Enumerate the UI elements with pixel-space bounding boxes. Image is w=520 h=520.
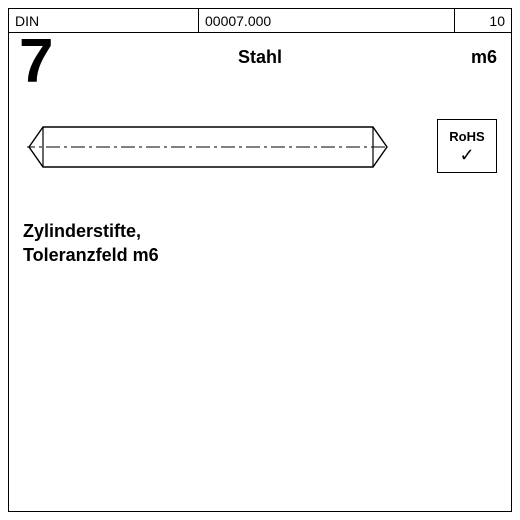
title-block-row: DIN 00007.000 10 bbox=[9, 9, 511, 33]
part-number: 00007.000 bbox=[205, 13, 271, 29]
description-line-1: Zylinderstifte, bbox=[23, 219, 159, 243]
revision-number: 10 bbox=[489, 13, 505, 29]
material-label: Stahl bbox=[9, 47, 511, 68]
rohs-box: RoHS ✓ bbox=[437, 119, 497, 173]
rohs-label: RoHS bbox=[449, 129, 484, 144]
description-line-2: Toleranzfeld m6 bbox=[23, 243, 159, 267]
description-block: Zylinderstifte, Toleranzfeld m6 bbox=[23, 219, 159, 268]
drawing-sheet: DIN 00007.000 10 7 Stahl m6 RoHS ✓ Zylin… bbox=[8, 8, 512, 512]
pin-drawing bbox=[27, 117, 389, 177]
revision-cell: 10 bbox=[455, 9, 511, 32]
part-number-cell: 00007.000 bbox=[199, 9, 455, 32]
tolerance-label: m6 bbox=[471, 47, 497, 68]
rohs-check-icon: ✓ bbox=[459, 146, 474, 164]
